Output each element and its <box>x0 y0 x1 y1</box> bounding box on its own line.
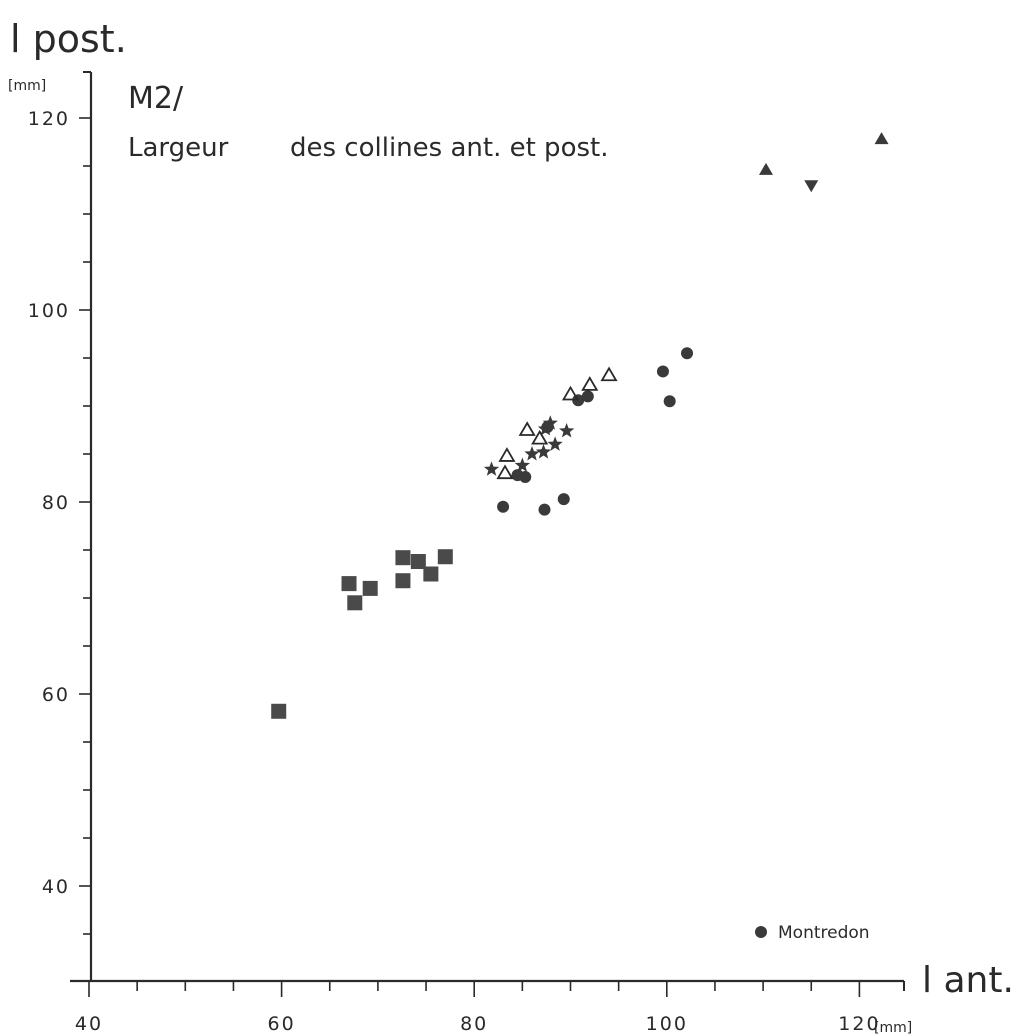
point-square <box>395 573 411 589</box>
x-tick-label: 60 <box>268 1013 296 1034</box>
x-axis-unit: [mm] <box>874 1020 912 1034</box>
axes <box>70 71 905 991</box>
x-axis-title: l ant. <box>922 960 1014 1001</box>
axis-ticks: 40 60 80 100 120 40 60 80 100 120 <box>28 108 880 1034</box>
point-square <box>437 549 453 565</box>
chart-subtitle-part1: Largeur <box>128 133 229 163</box>
point-square <box>362 580 378 596</box>
point-circle <box>681 347 694 360</box>
point-square <box>410 554 426 570</box>
point-triangle-open <box>498 447 516 462</box>
point-circle <box>581 390 594 403</box>
y-axis-unit: [mm] <box>8 78 46 94</box>
point-star <box>547 436 563 451</box>
point-square <box>395 550 411 566</box>
point-circle <box>656 365 669 378</box>
chart-title: M2/ <box>128 81 184 116</box>
x-tick-label: 120 <box>838 1013 880 1034</box>
legend: Montredon <box>755 923 870 943</box>
y-tick-label: 60 <box>42 684 70 706</box>
legend-marker-circle <box>755 926 767 938</box>
legend-label: Montredon <box>778 923 870 943</box>
point-triangle-open <box>561 385 580 401</box>
point-star <box>537 421 554 436</box>
point-star <box>559 423 575 438</box>
point-circle <box>497 500 510 513</box>
point-star <box>483 461 500 476</box>
point-triangle-open <box>581 376 599 391</box>
point-triangle-open <box>531 429 549 445</box>
x-tick-label: 80 <box>460 1013 488 1034</box>
x-tick-label: 100 <box>646 1013 688 1034</box>
y-tick-label: 40 <box>42 876 70 898</box>
chart-subtitle-part2: des collines ant. et post. <box>290 133 608 163</box>
point-triangle-filled <box>874 132 889 145</box>
point-star <box>542 415 558 430</box>
point-square <box>347 595 363 611</box>
point-triangle-open <box>496 464 514 480</box>
point-star <box>514 457 530 472</box>
point-square <box>271 703 287 719</box>
point-circle <box>538 503 551 516</box>
data-points <box>271 132 889 719</box>
point-star <box>535 444 552 459</box>
point-square <box>423 566 439 582</box>
point-triangle-down <box>804 180 819 193</box>
y-tick-label: 120 <box>28 108 70 130</box>
point-circle <box>519 471 532 484</box>
point-triangle-open <box>518 421 536 436</box>
point-triangle-open <box>600 366 618 382</box>
x-tick-label: 40 <box>75 1013 103 1034</box>
point-circle <box>663 395 676 408</box>
point-square <box>341 576 357 592</box>
point-circle <box>557 493 570 506</box>
y-tick-label: 80 <box>42 492 70 514</box>
point-star <box>524 446 540 461</box>
y-tick-label: 100 <box>28 300 70 322</box>
y-axis-title: l post. <box>10 17 127 61</box>
point-triangle-filled <box>758 162 773 175</box>
